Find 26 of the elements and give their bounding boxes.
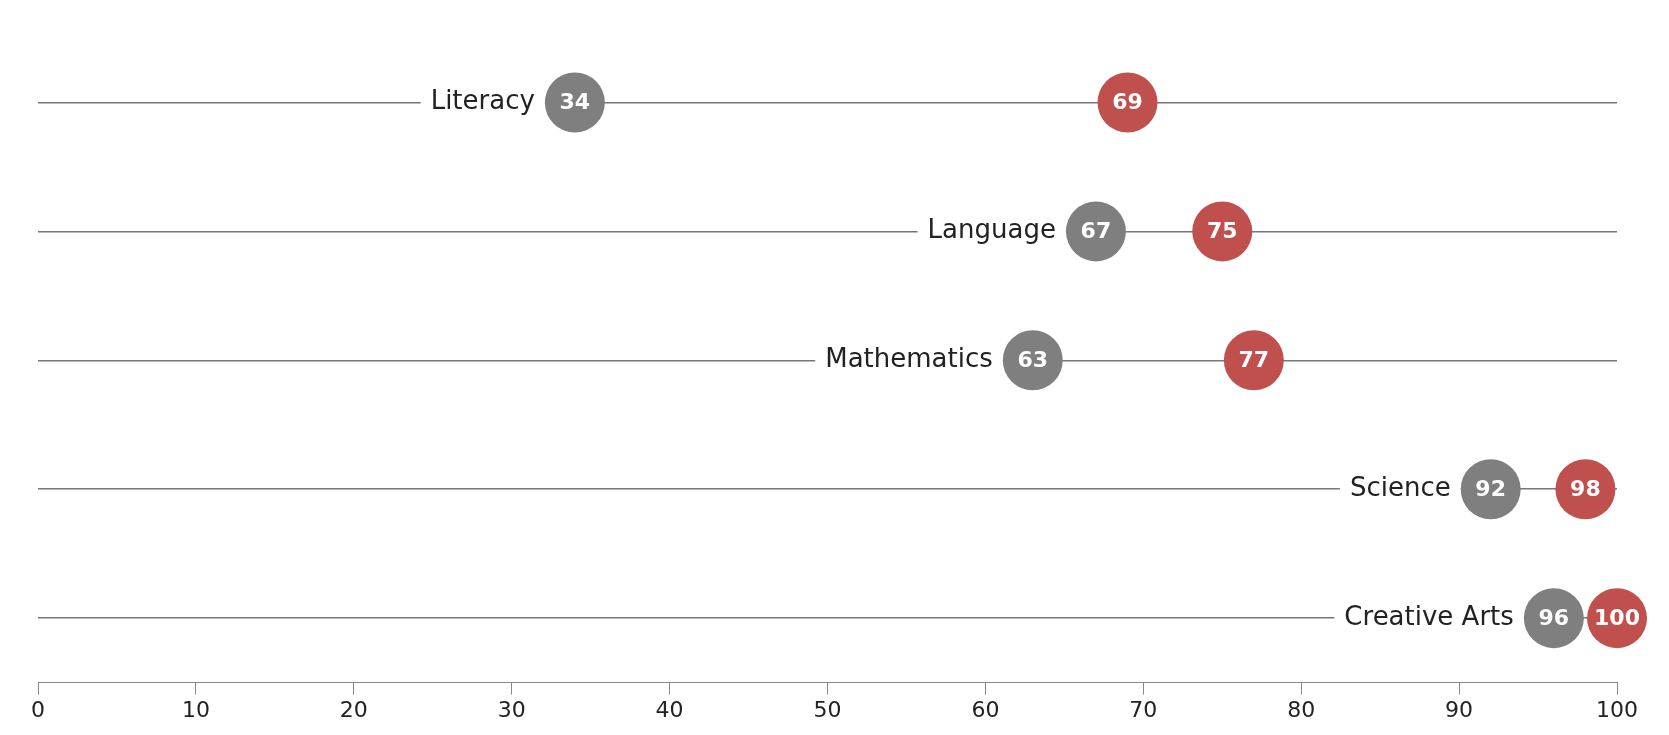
data-label: 96 [1538,604,1570,630]
data-label: 77 [1238,347,1270,373]
y-tick-label: Language [927,214,1056,245]
data-label: 63 [1017,347,1049,373]
x-tick-label: 30 [497,696,526,722]
data-label: 67 [1080,218,1112,244]
x-tick-label: 20 [339,696,368,722]
data-label: 34 [559,89,591,115]
x-tick-label: 60 [971,696,1000,722]
y-tick-label: Creative Arts [1344,600,1514,631]
data-label: 69 [1112,89,1143,115]
x-tick-label: 0 [31,696,45,722]
x-tick-label: 40 [655,696,684,722]
y-tick-label: Literacy [430,85,535,116]
x-tick-label: 10 [181,696,210,722]
x-tick-label: 70 [1129,696,1158,722]
data-label: 92 [1475,475,1506,501]
data-label: 98 [1570,475,1601,501]
x-tick-label: 50 [813,696,842,722]
x-tick-label: 90 [1445,696,1474,722]
x-tick-label: 100 [1596,696,1638,722]
y-tick-label: Science [1349,471,1451,502]
data-label: 75 [1206,218,1238,244]
data-label: 100 [1594,604,1640,630]
y-tick-label: Mathematics [825,343,993,374]
x-tick-label: 80 [1287,696,1316,722]
